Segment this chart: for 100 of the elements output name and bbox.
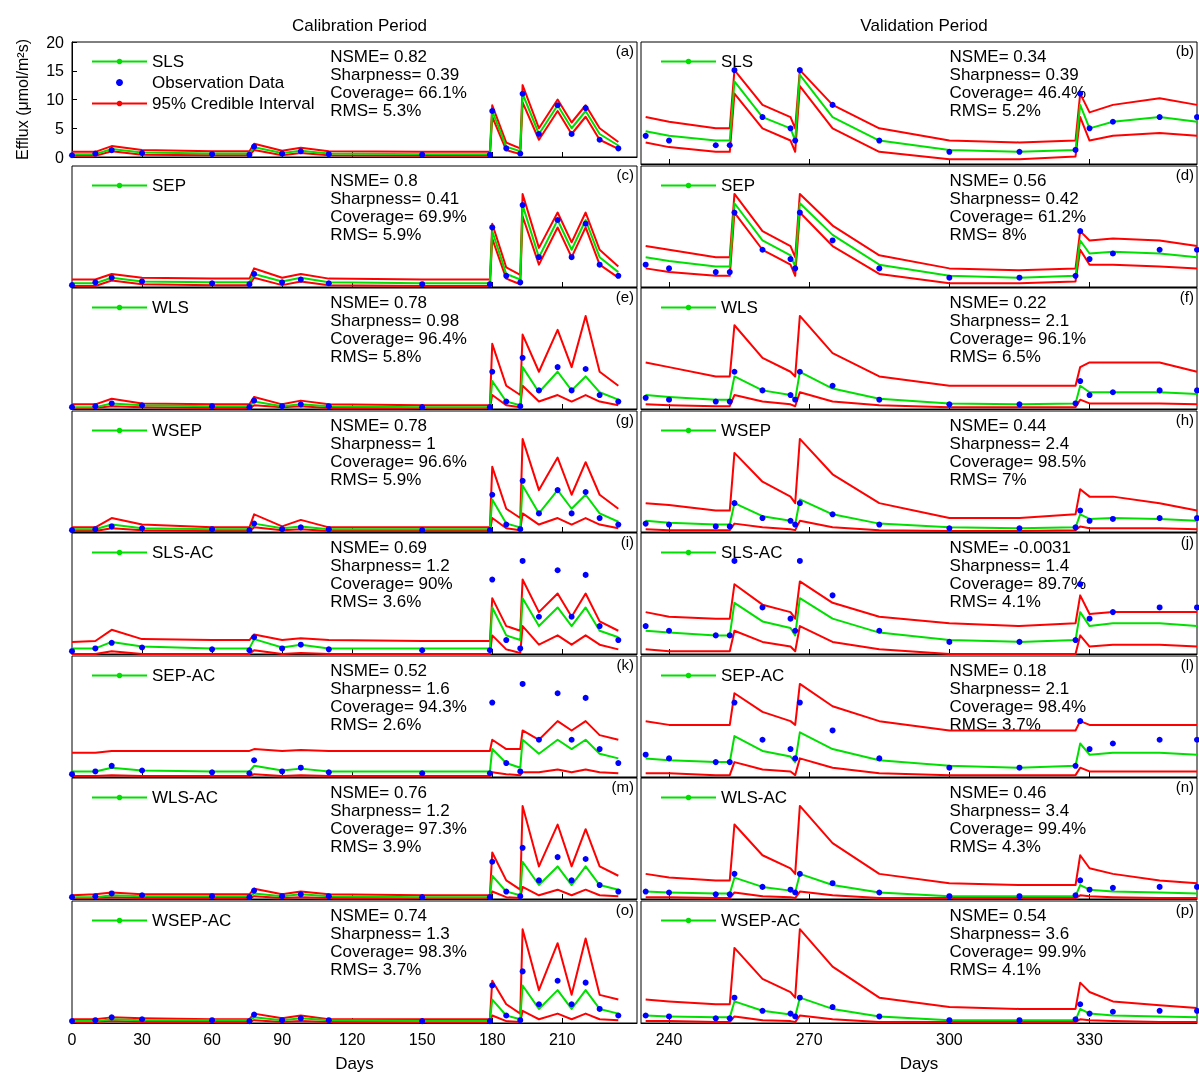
- legend-label: Observation Data: [152, 73, 285, 92]
- legend-label: WLS: [721, 298, 758, 317]
- annotation: RMS= 5.9%: [330, 469, 422, 489]
- annotation: RMS= 5.9%: [330, 224, 422, 244]
- text: (o): [615, 900, 635, 918]
- x-tick-label: 150: [408, 1030, 436, 1047]
- text: (c): [616, 165, 635, 183]
- x-tick-label: 60: [203, 1030, 222, 1047]
- annotation: Sharpness= 1: [330, 433, 436, 453]
- text: (i): [620, 533, 635, 550]
- annotation: Sharpness= 0.39: [330, 65, 460, 84]
- text: (e): [615, 288, 635, 305]
- annotation: Coverage= 99.9%: [949, 941, 1087, 961]
- text: NSME= -0.0031: [949, 538, 1072, 557]
- x-tick-label: 300: [936, 1030, 963, 1047]
- x-tick-label: 180: [478, 1030, 506, 1047]
- annotation: Coverage= 98.5%: [949, 451, 1087, 471]
- text: NSME= 0.76: [330, 783, 428, 802]
- text: (d): [1175, 165, 1195, 183]
- annotation: Sharpness= 0.42: [949, 188, 1079, 208]
- x-tick-label: 120: [338, 1030, 366, 1047]
- annotation: Coverage= 97.3%: [330, 819, 467, 838]
- y-tick-label: 5: [55, 119, 65, 137]
- text: NSME= 0.78: [330, 415, 428, 435]
- text: (h): [1175, 410, 1195, 428]
- x-axis-title: Days: [335, 1053, 374, 1073]
- y-tick-label: 15: [46, 62, 65, 80]
- x-tick-label: 0: [67, 1030, 77, 1047]
- annotation: Sharpness= 0.39: [949, 65, 1079, 84]
- annotation: RMS= 5.3%: [330, 101, 422, 120]
- y-tick-label: 10: [46, 91, 65, 108]
- annotation: RMS= 3.6%: [330, 592, 422, 611]
- annotation: Coverage= 94.3%: [330, 696, 467, 716]
- annotation: Coverage= 98.4%: [949, 696, 1087, 716]
- text: NSME= 0.8: [330, 170, 418, 190]
- text: (p): [1175, 900, 1195, 918]
- legend-label: WLS: [152, 298, 189, 317]
- chart-title: Calibration Period: [291, 16, 428, 35]
- text: NSME= 0.74: [330, 905, 428, 925]
- annotation: RMS= 6.5%: [949, 347, 1041, 366]
- annotation: Sharpness= 2.1: [949, 678, 1070, 698]
- legend-label: SEP: [721, 175, 756, 195]
- annotation: RMS= 5.8%: [330, 347, 422, 366]
- text: NSME= 0.69: [330, 538, 428, 557]
- legend-label: WLS-AC: [152, 788, 219, 807]
- text: (b): [1175, 42, 1195, 59]
- x-tick-label: 330: [1076, 1030, 1103, 1047]
- x-tick-label: 30: [133, 1030, 152, 1047]
- annotation: Coverage= 96.4%: [330, 329, 467, 348]
- legend-label: WSEP-AC: [721, 910, 801, 930]
- text: (j): [1180, 533, 1195, 550]
- annotation: Sharpness= 3.6: [949, 923, 1070, 943]
- x-tick-label: 270: [795, 1030, 823, 1047]
- annotation: Sharpness= 3.4: [949, 801, 1070, 820]
- annotation: Sharpness= 1.6: [330, 678, 450, 698]
- text: NSME= 0.78: [330, 293, 428, 312]
- annotation: RMS= 4.3%: [949, 837, 1041, 856]
- annotation: (a): [615, 42, 635, 59]
- text: (l): [1180, 655, 1195, 673]
- legend-label: SLS: [721, 52, 754, 71]
- text: NSME= 0.22: [949, 293, 1047, 312]
- annotation: Coverage= 66.1%: [330, 83, 467, 102]
- text: NSME= 0.52: [330, 660, 428, 680]
- legend-label: 95% Credible Interval: [152, 94, 315, 113]
- annotation: NSME= 0.82: [330, 47, 428, 66]
- annotation: Coverage= 98.3%: [330, 941, 467, 961]
- text: (m): [611, 778, 635, 795]
- annotation: Sharpness= 1.2: [330, 801, 450, 820]
- legend-label: WLS-AC: [721, 788, 788, 807]
- annotation: RMS= 3.9%: [330, 837, 422, 856]
- y-tick-label: 0: [55, 148, 65, 166]
- text: (g): [615, 410, 635, 428]
- text: NSME= 0.56: [949, 170, 1047, 190]
- text: (k): [616, 655, 635, 673]
- annotation: Coverage= 96.6%: [330, 451, 467, 471]
- x-tick-label: 210: [548, 1030, 576, 1047]
- annotation: Sharpness= 0.98: [330, 311, 460, 330]
- text: NSME= 0.34: [949, 47, 1047, 66]
- annotation: Coverage= 69.9%: [330, 206, 467, 226]
- annotation: RMS= 2.6%: [330, 714, 422, 734]
- text: NSME= 0.46: [949, 783, 1047, 802]
- y-tick-label: 20: [46, 33, 65, 51]
- legend-label: SLS-AC: [152, 543, 214, 562]
- x-tick-label: 240: [655, 1030, 683, 1047]
- annotation: RMS= 3.7%: [330, 959, 422, 979]
- legend-label: SEP: [152, 175, 187, 195]
- text: NSME= 0.54: [949, 905, 1047, 925]
- annotation: Coverage= 96.1%: [949, 329, 1087, 348]
- x-axis-title: Days: [899, 1053, 939, 1073]
- text: (f): [1179, 288, 1195, 305]
- annotation: RMS= 7%: [949, 469, 1027, 489]
- annotation: Sharpness= 0.41: [330, 188, 460, 208]
- annotation: Sharpness= 1.2: [330, 556, 450, 575]
- annotation: Sharpness= 1.3: [330, 923, 450, 943]
- annotation: RMS= 4.1%: [949, 592, 1041, 611]
- legend-label: WSEP-AC: [152, 910, 232, 930]
- x-tick-label: 90: [273, 1030, 292, 1047]
- legend-label: WSEP: [721, 420, 772, 440]
- annotation: RMS= 4.1%: [949, 959, 1041, 979]
- legend-label: SLS-AC: [721, 543, 783, 562]
